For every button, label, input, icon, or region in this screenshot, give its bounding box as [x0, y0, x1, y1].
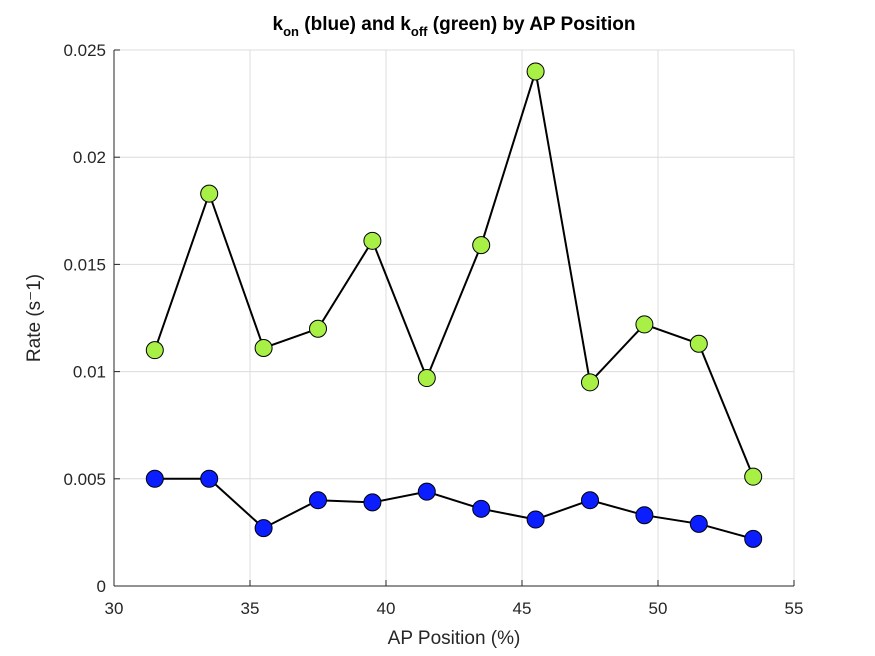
- data-point-koff: [254, 339, 273, 358]
- title-subscript: off: [411, 24, 428, 39]
- title-text: k: [273, 14, 284, 35]
- data-point-kon: [689, 514, 708, 533]
- data-point-koff: [200, 184, 219, 203]
- x-tick-label: 30: [105, 599, 124, 618]
- title-text: (green) by AP Position: [428, 14, 636, 35]
- title-text: (blue) and k: [299, 14, 411, 35]
- data-point-kon: [200, 469, 219, 488]
- x-tick-label: 40: [377, 599, 396, 618]
- series-koff: [145, 62, 763, 486]
- grid-layer: [114, 49, 795, 586]
- x-tick-label: 35: [241, 599, 260, 618]
- data-point-kon: [363, 493, 382, 512]
- data-point-kon: [635, 506, 654, 525]
- data-point-koff: [472, 236, 491, 255]
- y-tick-label: 0.015: [63, 255, 106, 274]
- title-subscript: on: [283, 24, 299, 39]
- y-tick-label: 0: [97, 577, 106, 596]
- data-point-koff: [689, 334, 708, 353]
- data-point-kon: [309, 491, 327, 510]
- plot-area: [114, 50, 794, 586]
- data-point-koff: [744, 467, 763, 486]
- y-axis-label: Rate (s⁻1): [24, 274, 45, 362]
- data-point-kon: [581, 491, 599, 510]
- data-point-koff: [526, 62, 545, 81]
- y-tick-label: 0.01: [73, 363, 106, 382]
- y-tick-label: 0.025: [63, 41, 106, 60]
- series-layer: [145, 62, 763, 548]
- x-axis-label: AP Position (%): [388, 628, 521, 649]
- data-point-koff: [635, 315, 654, 334]
- series-line-koff: [153, 71, 755, 478]
- data-point-koff: [417, 369, 436, 388]
- data-point-koff: [363, 231, 382, 250]
- chart-title: kon (blue) and koff (green) by AP Positi…: [273, 14, 636, 39]
- data-point-kon: [254, 519, 273, 538]
- series-kon: [145, 469, 763, 548]
- data-point-kon: [744, 529, 763, 548]
- x-tick-label: 45: [513, 599, 532, 618]
- data-point-koff: [581, 373, 599, 392]
- x-tick-label: 50: [649, 599, 668, 618]
- data-point-kon: [526, 510, 545, 529]
- axes-layer: 30 35 40 45 50 55 0 0.005 0.01 0.015 0.02 0.025: [63, 41, 803, 618]
- data-point-koff: [145, 341, 164, 360]
- data-point-kon: [472, 499, 491, 518]
- y-tick-label: 0.005: [63, 470, 106, 489]
- y-tick-label: 0.02: [73, 148, 106, 167]
- data-point-kon: [145, 469, 164, 488]
- series-line-kon: [154, 477, 754, 540]
- data-point-kon: [417, 482, 436, 501]
- data-point-koff: [309, 319, 327, 338]
- x-tick-label: 55: [785, 599, 804, 618]
